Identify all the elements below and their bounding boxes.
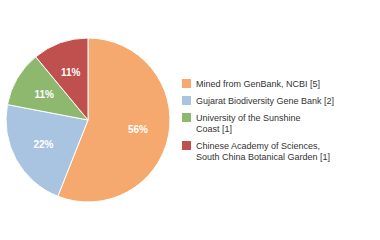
- data-labels: 56% 22% 11% 11%: [33, 67, 148, 150]
- data-label: 11%: [35, 89, 55, 100]
- legend-swatch: [182, 141, 191, 150]
- pie: [6, 38, 170, 202]
- chart: 56% 22% 11% 11% Mined from GenBank, NCBI [5]…: [0, 0, 380, 240]
- legend-swatch: [182, 113, 191, 122]
- pie-slice: [6, 105, 88, 197]
- legend-item: Mined from GenBank, NCBI [5]: [182, 79, 320, 89]
- legend-swatch: [182, 79, 191, 88]
- legend-label: Chinese Academy of Sciences,South China …: [196, 141, 330, 162]
- legend-label: University of the SunshineCoast [1]: [196, 113, 301, 134]
- legend-swatch: [182, 96, 191, 105]
- data-label: 22%: [33, 139, 53, 150]
- legend-label: Mined from GenBank, NCBI [5]: [196, 79, 320, 89]
- legend-item: Chinese Academy of Sciences,South China …: [182, 141, 330, 162]
- legend-item: Gujarat Biodiversity Gene Bank [2]: [182, 96, 334, 106]
- legend: Mined from GenBank, NCBI [5] Gujarat Biod…: [182, 79, 334, 162]
- pie-slice: [36, 38, 88, 120]
- legend-item: University of the SunshineCoast [1]: [182, 113, 301, 134]
- legend-label: Gujarat Biodiversity Gene Bank [2]: [196, 96, 334, 106]
- data-label: 56%: [128, 124, 148, 135]
- data-label: 11%: [61, 67, 81, 78]
